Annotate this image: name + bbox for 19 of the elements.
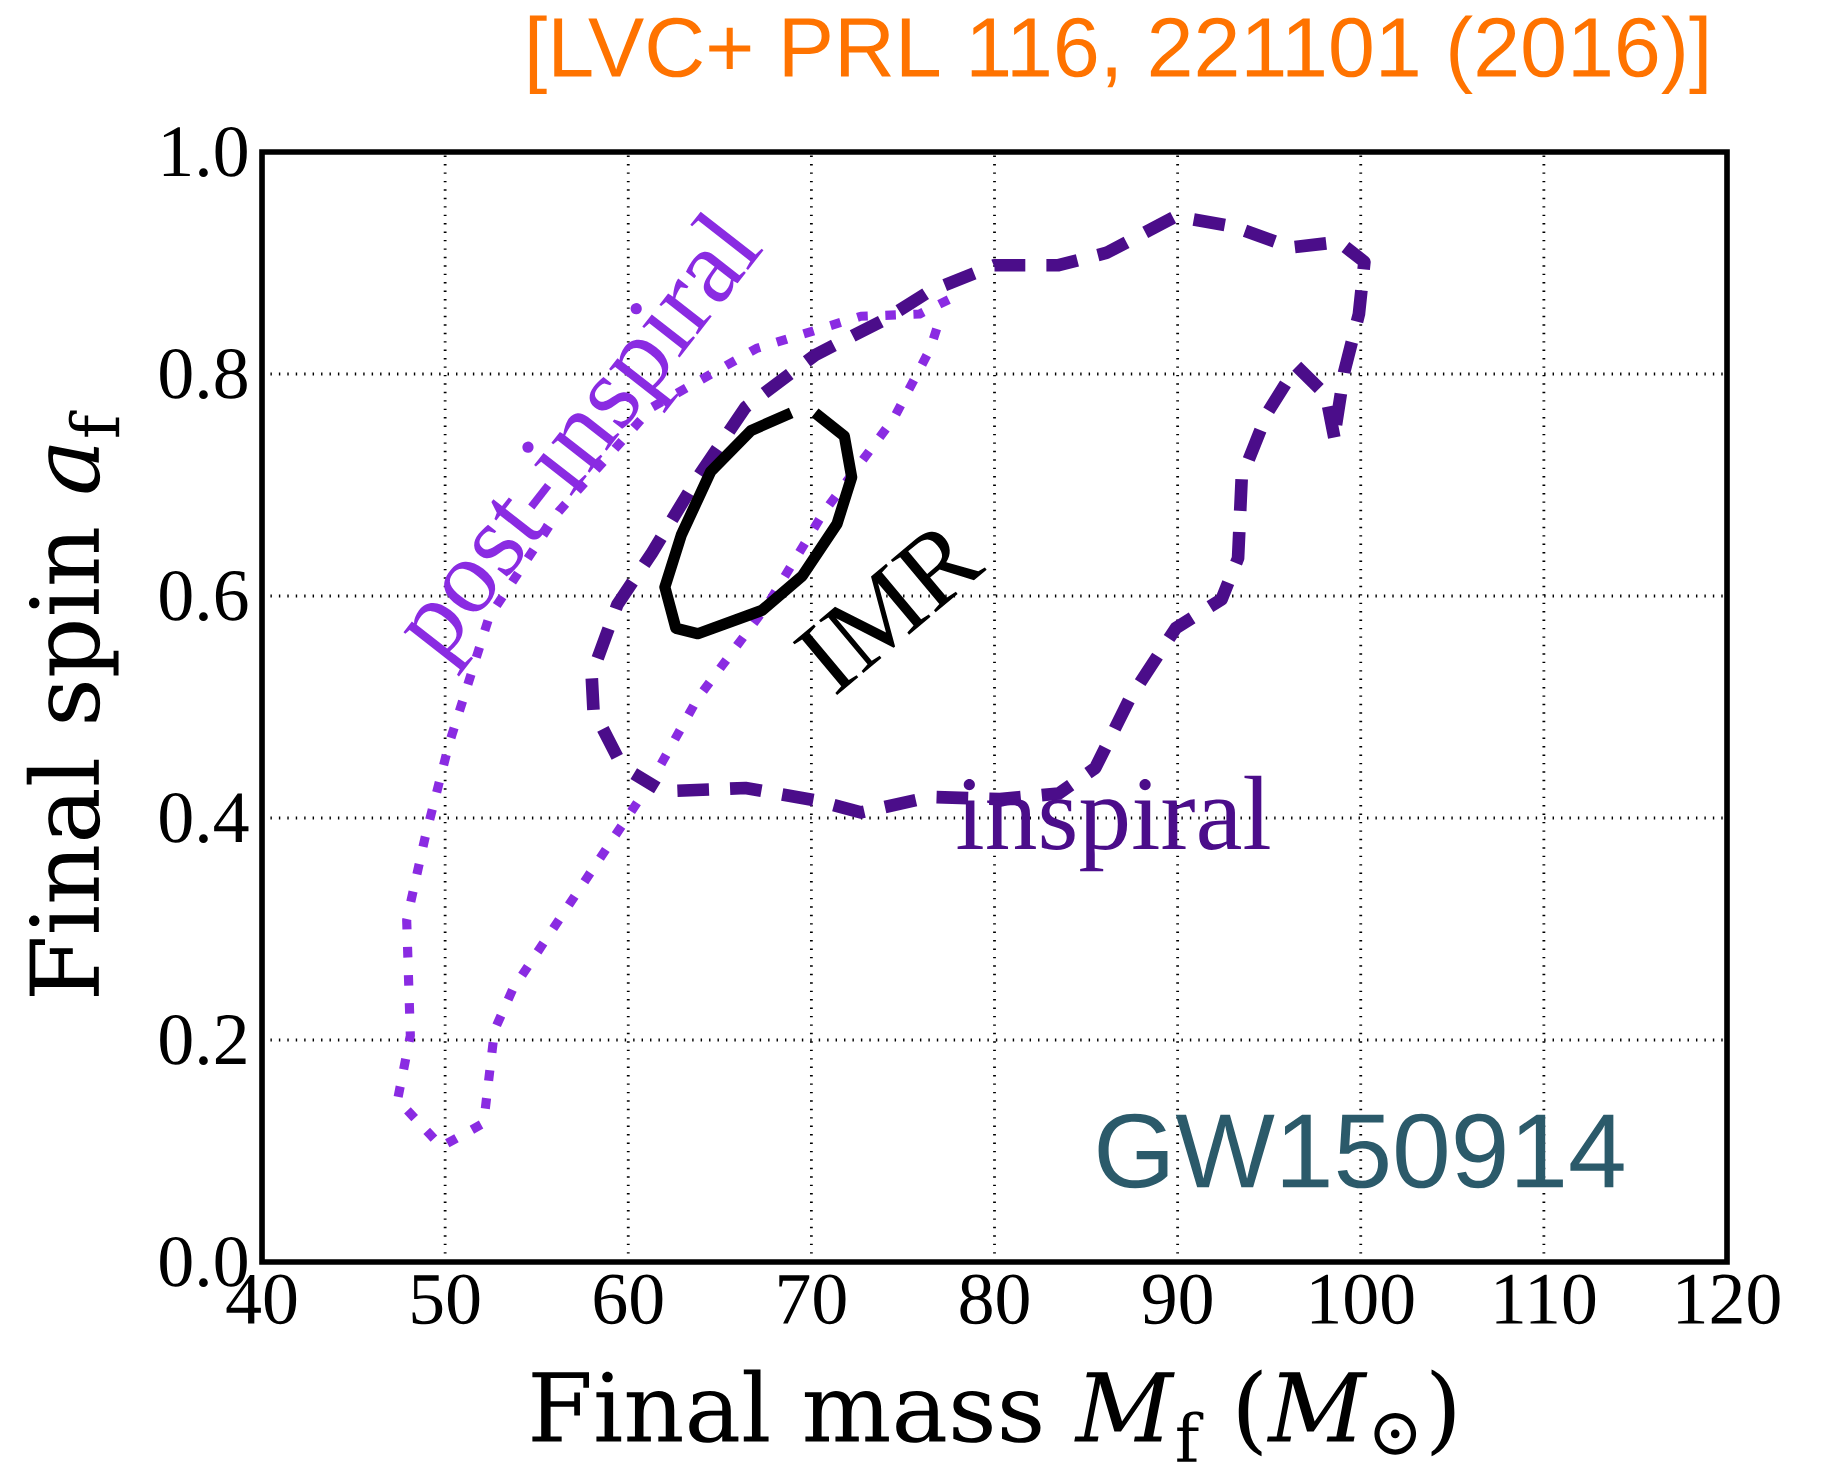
annotation: GW150914: [1098, 1113, 1624, 1189]
text: [LVC+ PRL 116, 221101 (2016)]: [529, 15, 1707, 95]
x-tick-label: 70: [779, 1274, 846, 1325]
x-tick-label: 110: [1496, 1274, 1596, 1325]
y-tick-label: 0.8: [160, 348, 247, 400]
y-tick-label: 0.6: [160, 570, 248, 622]
y-axis-title: Final spin a$_{f}$: [26, 410, 120, 996]
x-tick-label: 120: [1678, 1274, 1780, 1325]
text: IMR: [792, 531, 987, 696]
y-tick-label: 1.0: [163, 126, 247, 178]
x-tick-label: 50: [412, 1274, 480, 1325]
y-tick-label: 0.4: [160, 792, 249, 844]
x-tick-label: 90: [1143, 1274, 1212, 1325]
x-tick-label: 80: [960, 1274, 1029, 1325]
x-axis-title: Final mass M$_{f}$ (M$_{⊙}$): [532, 1369, 1455, 1462]
y-tick-label: 0.2: [160, 1014, 246, 1066]
series-label: inspiral: [957, 775, 1270, 872]
x-tick-label: 100: [1311, 1274, 1414, 1325]
x-tick-label: 60: [594, 1274, 663, 1325]
